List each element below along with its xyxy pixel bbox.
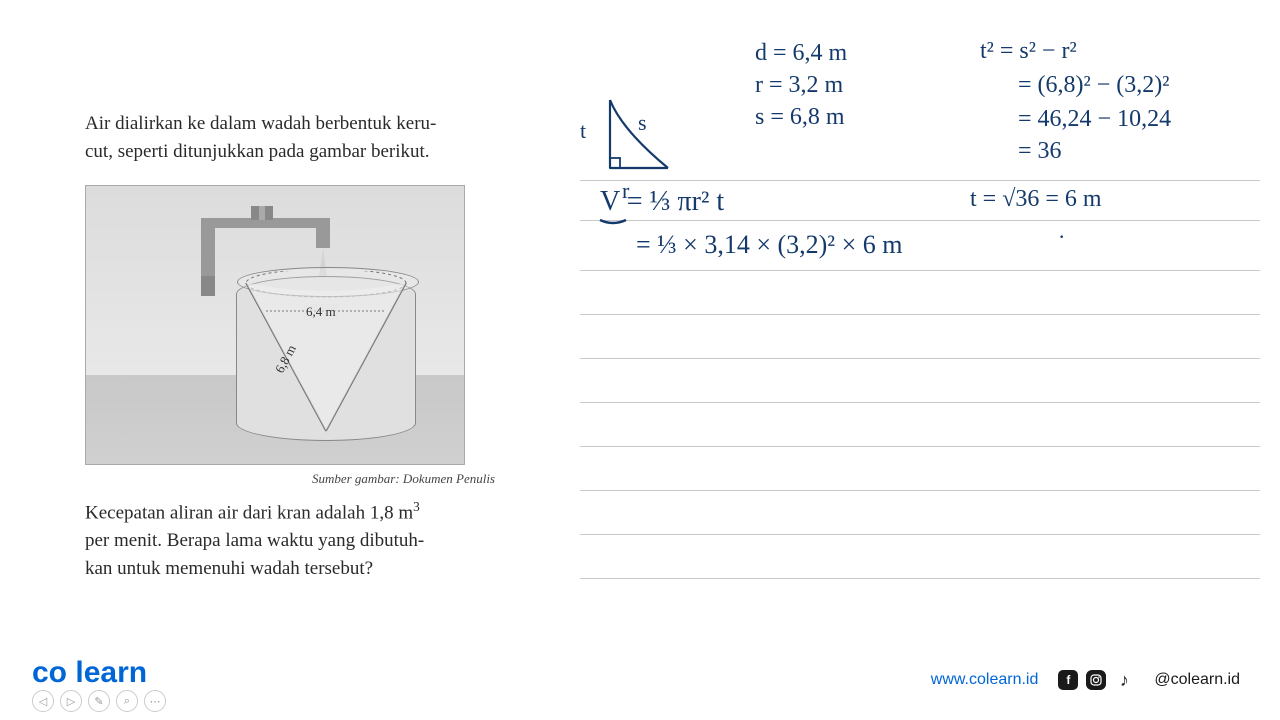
hw-v-sub: = ⅓ × 3,14 × (3,2)² × 6 m (636, 230, 903, 260)
search-button[interactable]: ⌕ (116, 690, 138, 712)
footer-url: www.colearn.id (931, 671, 1039, 689)
triangle-diagram (590, 90, 680, 180)
facebook-icon[interactable]: f (1058, 670, 1078, 690)
worksheet-panel: t s r d = 6,4 m r = 3,2 m s = 6,8 m t² =… (580, 30, 1260, 630)
next-button[interactable]: ▷ (60, 690, 82, 712)
hw-t2-sub: = (6,8)² − (3,2)² (1018, 72, 1169, 99)
cone-shape (241, 271, 411, 441)
underline-v (598, 216, 628, 228)
rule-line (580, 358, 1260, 359)
logo-co: co (32, 656, 67, 689)
rule-line (580, 578, 1260, 579)
brand-logo: co learn (32, 656, 147, 690)
q-line-3: kan untuk memenuhi wadah tersebut? (85, 558, 373, 579)
intro-line-2: cut, seperti ditunjukkan pada gambar ber… (85, 141, 430, 162)
hw-t2-calc: = 46,24 − 10,24 (1018, 106, 1171, 133)
problem-intro: Air dialirkan ke dalam wadah berbentuk k… (85, 110, 525, 165)
rule-line (580, 180, 1260, 181)
social-icons: f ♪ (1058, 670, 1134, 690)
intro-line-1: Air dialirkan ke dalam wadah berbentuk k… (85, 113, 436, 134)
hw-t2-res: = 36 (1018, 138, 1062, 165)
rule-line (580, 220, 1260, 221)
tiktok-icon[interactable]: ♪ (1114, 670, 1134, 690)
problem-panel: Air dialirkan ke dalam wadah berbentuk k… (85, 110, 525, 582)
edit-button[interactable]: ✎ (88, 690, 110, 712)
footer-right: www.colearn.id f ♪ @colearn.id (931, 670, 1240, 690)
problem-question: Kecepatan aliran air dari kran adalah 1,… (85, 497, 525, 582)
rule-line (580, 490, 1260, 491)
player-controls: ◁ ▷ ✎ ⌕ ⋯ (32, 690, 166, 712)
rule-line (580, 446, 1260, 447)
logo-learn: learn (75, 656, 147, 689)
hw-t2: t² = s² − r² (980, 38, 1077, 65)
figure-caption: Sumber gambar: Dokumen Penulis (85, 471, 525, 487)
hw-r: r = 3,2 m (755, 72, 843, 99)
prev-button[interactable]: ◁ (32, 690, 54, 712)
hw-v-unit: · (1058, 224, 1065, 250)
q-exp: 3 (413, 499, 420, 514)
tri-label-t: t (580, 118, 586, 144)
instagram-icon[interactable] (1086, 670, 1106, 690)
rule-line (580, 270, 1260, 271)
q-line-1: Kecepatan aliran air dari kran adalah 1,… (85, 502, 413, 523)
rule-line (580, 402, 1260, 403)
hw-s: s = 6,8 m (755, 104, 845, 131)
more-button[interactable]: ⋯ (144, 690, 166, 712)
tri-label-s: s (638, 110, 647, 136)
rule-line (580, 314, 1260, 315)
hw-t-eq: t = √36 = 6 m (970, 186, 1102, 213)
hw-v-eq: V = ⅓ πr² t (600, 186, 724, 218)
q-line-2: per menit. Berapa lama waktu yang dibutu… (85, 530, 424, 551)
hw-d: d = 6,4 m (755, 40, 847, 67)
rule-line (580, 534, 1260, 535)
dimension-diameter: 6,4 m (304, 304, 338, 320)
footer-handle: @colearn.id (1154, 671, 1240, 689)
problem-figure: 6,4 m 6,8 m (85, 185, 465, 465)
